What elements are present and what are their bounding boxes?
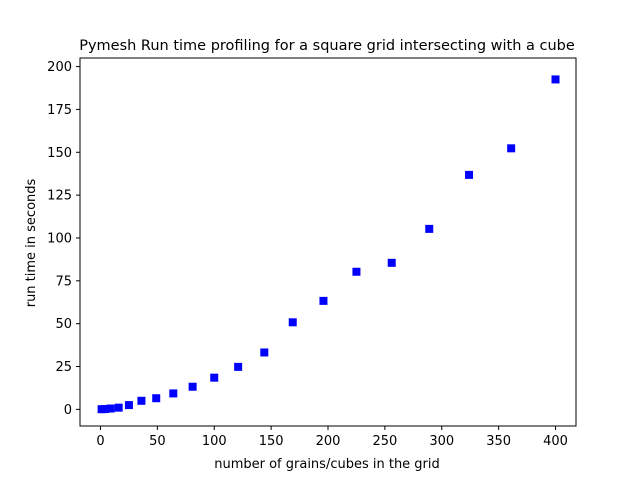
data-point — [319, 296, 328, 305]
x-tick-label: 150 — [259, 434, 284, 449]
data-point — [152, 394, 161, 403]
data-point — [288, 318, 297, 327]
y-tick-label: 175 — [47, 103, 72, 118]
data-point — [188, 382, 197, 391]
data-point — [507, 144, 516, 153]
data-point — [551, 75, 560, 84]
x-tick-label: 350 — [486, 434, 511, 449]
y-tick-label: 25 — [55, 360, 72, 375]
y-tick-label: 125 — [47, 189, 72, 204]
x-axis-ticks: 0 50 100 150 200 250 300 350 400 — [96, 426, 568, 449]
data-point — [234, 362, 243, 371]
x-tick-label: 50 — [149, 434, 166, 449]
data-point — [210, 373, 219, 382]
data-point — [169, 389, 178, 398]
data-point — [137, 396, 146, 405]
x-tick-label: 100 — [202, 434, 227, 449]
chart-title: Pymesh Run time profiling for a square g… — [79, 38, 575, 54]
y-tick-label: 75 — [55, 274, 72, 289]
data-point — [352, 267, 361, 276]
x-tick-label: 200 — [316, 434, 341, 449]
y-tick-label: 50 — [55, 317, 72, 332]
x-tick-label: 300 — [429, 434, 454, 449]
plot-area — [79, 57, 577, 427]
plot-frame — [79, 57, 577, 427]
x-axis-label: number of grains/cubes in the grid — [214, 457, 440, 472]
data-point — [124, 401, 133, 410]
data-point — [425, 224, 434, 233]
x-tick-label: 250 — [372, 434, 397, 449]
y-tick-label: 150 — [47, 146, 72, 161]
x-tick-label: 0 — [96, 434, 104, 449]
x-tick-label: 400 — [543, 434, 568, 449]
data-point — [465, 170, 474, 179]
data-points — [97, 75, 560, 414]
y-axis-label: run time in seconds — [24, 178, 39, 307]
y-axis-ticks: 0 25 50 75 100 125 150 175 200 — [47, 60, 80, 418]
data-point — [387, 258, 396, 267]
data-point — [106, 404, 115, 413]
y-tick-label: 200 — [47, 60, 72, 75]
data-point — [114, 403, 123, 412]
y-tick-label: 0 — [64, 403, 72, 418]
data-point — [260, 348, 269, 357]
y-tick-label: 100 — [47, 231, 72, 246]
data-point — [101, 405, 110, 414]
